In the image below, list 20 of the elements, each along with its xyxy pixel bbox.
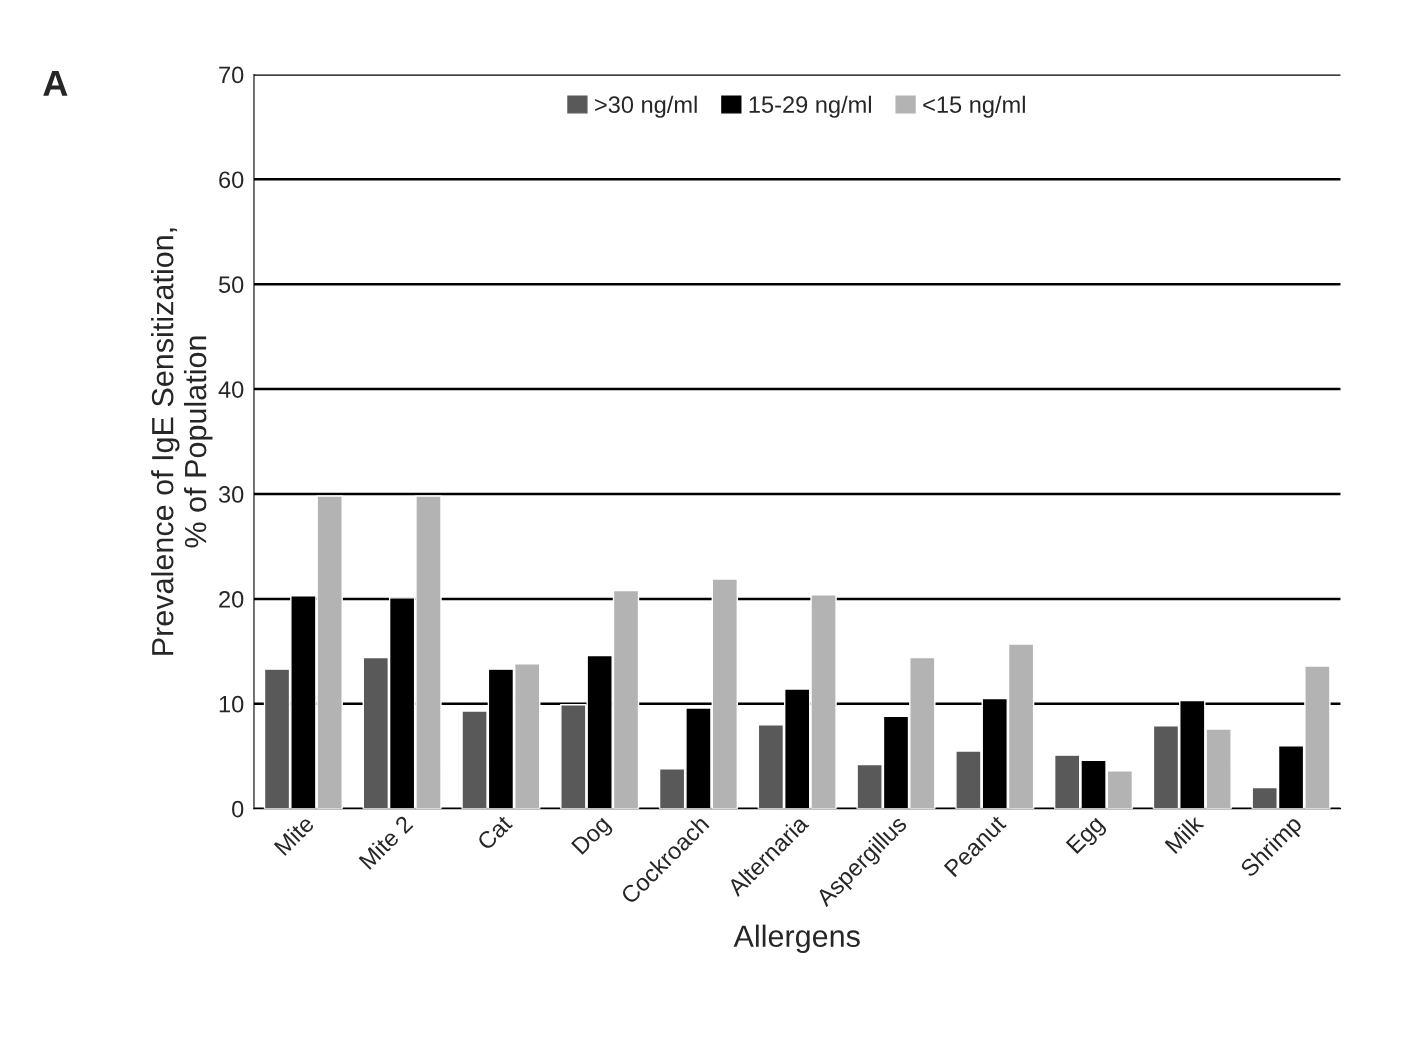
- legend-label: <15 ng/ml: [923, 95, 1025, 118]
- x-axis-title: Allergens: [733, 924, 860, 954]
- y-axis-title: Prevalence of IgE Sensitization, % of Population: [151, 228, 213, 655]
- y-tick-label: 30: [218, 486, 244, 503]
- y-tick-label: 70: [219, 66, 244, 84]
- x-tick-label: Mite: [273, 814, 315, 856]
- y-tick-label: 50: [218, 276, 244, 294]
- y-tick-label: 40: [218, 381, 244, 398]
- x-tick-label: Egg: [1065, 815, 1109, 858]
- x-tick-label: Milk: [1163, 813, 1205, 854]
- x-tick-label: Mite 2: [358, 814, 414, 870]
- x-tick-label: Dog: [571, 815, 615, 859]
- y-tick-label: 20: [219, 590, 244, 608]
- x-tick-label: Cat: [476, 814, 514, 851]
- legend-label: >30 ng/ml: [595, 95, 697, 118]
- y-tick-label: 60: [219, 171, 244, 189]
- text: A: [43, 70, 68, 96]
- legend-label: 15-29 ng/ml: [749, 95, 871, 118]
- y-tick-label: 0: [232, 800, 244, 818]
- y-tick-label: 10: [219, 695, 244, 713]
